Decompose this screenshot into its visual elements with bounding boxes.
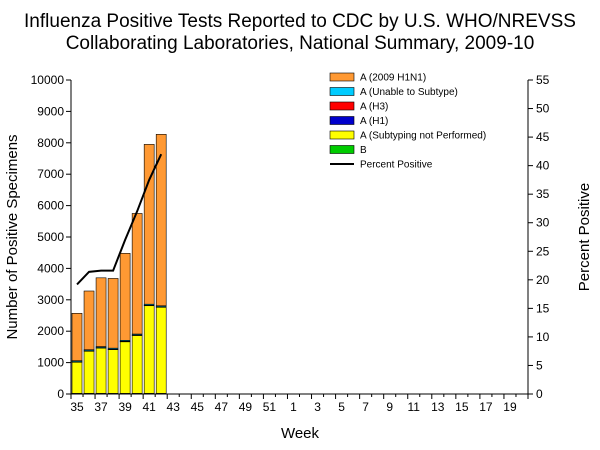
- x-tick-label: 1: [290, 400, 297, 414]
- y2-tick-label: 30: [536, 216, 550, 230]
- y2-tick-label: 40: [536, 159, 550, 173]
- legend-swatch-a-unable-to-subtype: [329, 87, 355, 96]
- percent-positive-line: [76, 153, 163, 286]
- x-tick-label: 41: [142, 400, 156, 414]
- y2-tick-label: 45: [536, 130, 550, 144]
- legend-swatch-a-h3: [329, 101, 355, 111]
- legend-swatch-b: [329, 145, 355, 154]
- bar-segment-a-subtyping-not-performed: [95, 347, 107, 394]
- y2-tick-label: 0: [536, 387, 543, 401]
- y-tick-label: 3000: [37, 293, 64, 307]
- bar-segment-a-2009-h1n1: [107, 278, 119, 349]
- bar-segment-a-subtyping-not-performed: [131, 334, 143, 394]
- y-tick-label: 0: [57, 387, 64, 401]
- y2-tick-label: 15: [536, 301, 550, 315]
- y2-tick-label: 25: [536, 244, 550, 258]
- y-tick-label: 2000: [37, 324, 64, 338]
- legend-swatch-a-subtyping-not-performed: [329, 130, 355, 140]
- x-tick-label: 49: [239, 400, 253, 414]
- y-tick-label: 4000: [37, 261, 64, 275]
- axes: 0100020003000400050006000700080009000100…: [31, 73, 550, 414]
- bar-segment-a-subtyping-not-performed: [155, 306, 167, 394]
- x-tick-label: 51: [263, 400, 277, 414]
- y-tick-label: 8000: [37, 136, 64, 150]
- bar-segment-a-subtyping-not-performed: [119, 341, 131, 394]
- bar-segment-a-subtyping-not-performed: [71, 361, 83, 394]
- y-tick-label: 9000: [37, 104, 64, 118]
- legend-label-percent-positive: Percent Positive: [360, 160, 433, 171]
- x-tick-label: 37: [94, 400, 108, 414]
- x-tick-label: 15: [455, 400, 469, 414]
- y2-tick-label: 50: [536, 102, 550, 116]
- legend-label-b: B: [360, 145, 367, 156]
- x-tick-label: 9: [386, 400, 393, 414]
- legend-label-a-h1: A (H1): [360, 116, 388, 127]
- bar-segment-a-2009-h1n1: [155, 134, 167, 307]
- x-tick-label: 7: [362, 400, 369, 414]
- y2-tick-label: 35: [536, 187, 550, 201]
- y2-tick-label: 20: [536, 273, 550, 287]
- legend-label-a-subtyping-not-performed: A (Subtyping not Performed): [360, 131, 486, 142]
- bar-segment-a-2009-h1n1: [143, 144, 155, 305]
- y-tick-label: 7000: [37, 167, 64, 181]
- chart-title-line-1: Influenza Positive Tests Reported to CDC…: [24, 11, 576, 32]
- bar-layer: [71, 134, 167, 395]
- x-axis-title: Week: [281, 425, 320, 442]
- x-tick-label: 47: [215, 400, 229, 414]
- y-tick-label: 1000: [37, 356, 64, 370]
- bar-segment-a-2009-h1n1: [83, 290, 95, 351]
- chart-title-line-2: Collaborating Laboratories, National Sum…: [66, 33, 535, 54]
- x-tick-label: 35: [70, 400, 84, 414]
- bar-segment-a-subtyping-not-performed: [143, 305, 155, 394]
- y2-tick-label: 55: [536, 73, 550, 87]
- bar-segment-a-2009-h1n1: [95, 277, 107, 347]
- legend-label-a-h3: A (H3): [360, 102, 388, 113]
- y2-tick-label: 10: [536, 330, 550, 344]
- x-tick-label: 19: [503, 400, 517, 414]
- x-tick-label: 39: [118, 400, 132, 414]
- legend-label-a-unable-to-subtype: A (Unable to Subtype): [360, 87, 458, 98]
- y-tick-label: 6000: [37, 199, 64, 213]
- x-tick-label: 17: [479, 400, 493, 414]
- y2-tick-label: 5: [536, 358, 543, 372]
- x-tick-label: 5: [338, 400, 345, 414]
- bar-segment-a-2009-h1n1: [119, 253, 131, 341]
- bar-segment-a-subtyping-not-performed: [83, 350, 95, 394]
- legend: A (2009 H1N1) A (Unable to Subtype) A (H3)…: [329, 72, 486, 171]
- bar-segment-a-2009-h1n1: [71, 313, 83, 362]
- y-tick-label: 5000: [37, 230, 64, 244]
- legend-swatch-a-2009-h1n1: [329, 72, 355, 82]
- y-tick-label: 10000: [31, 73, 65, 87]
- bar-segment-a-subtyping-not-performed: [107, 349, 119, 394]
- x-tick-label: 13: [431, 400, 445, 414]
- percent-positive-line-layer: [76, 153, 163, 286]
- bar-segment-a-2009-h1n1: [131, 213, 143, 335]
- x-tick-label: 43: [167, 400, 181, 414]
- y2-axis-title: Percent Positive: [576, 183, 593, 291]
- x-tick-label: 45: [191, 400, 205, 414]
- x-tick-label: 11: [408, 400, 421, 414]
- y-axis-title: Number of Positive Specimens: [4, 134, 21, 339]
- legend-label-a-2009-h1n1: A (2009 H1N1): [360, 73, 426, 84]
- legend-swatch-a-h1: [329, 116, 355, 125]
- x-tick-label: 3: [314, 400, 321, 414]
